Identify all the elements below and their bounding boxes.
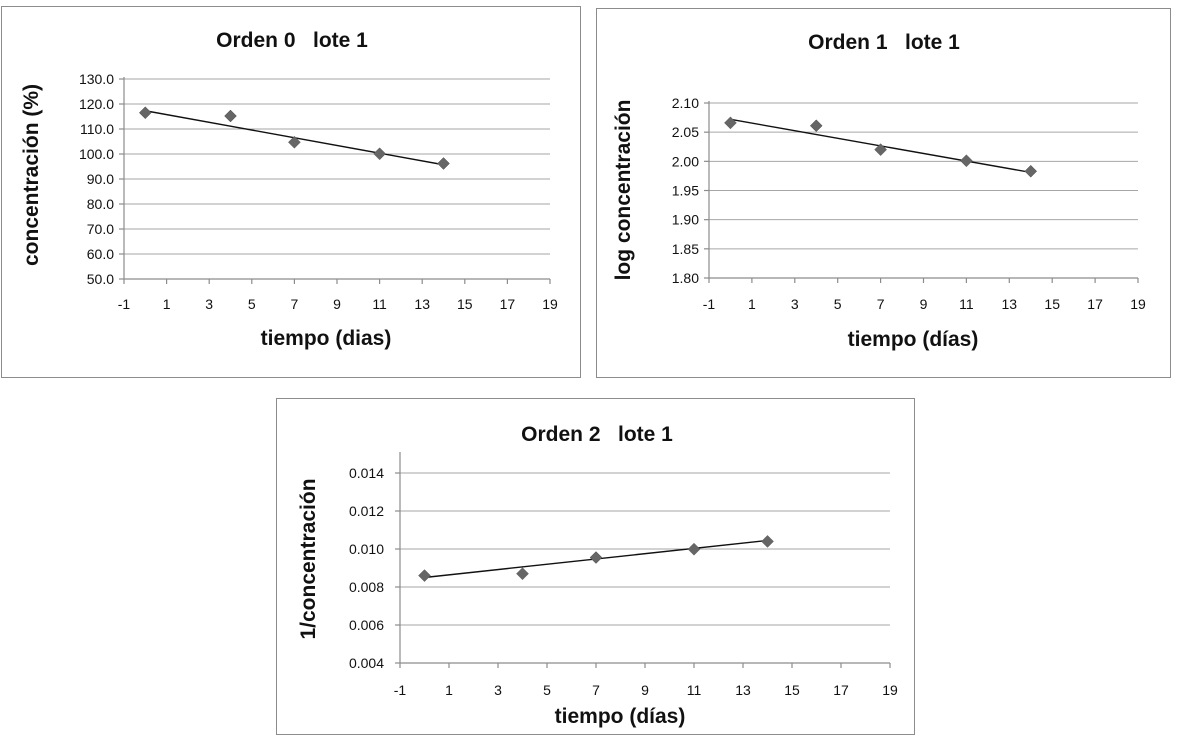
chart1-y-tick-label-3: 1.95 bbox=[672, 183, 699, 199]
chart2-data-point-2 bbox=[589, 551, 603, 564]
chart1-title: Orden 1 lote 1 bbox=[808, 31, 960, 54]
chart0-data-point-1 bbox=[224, 109, 237, 123]
chart1-x-tick-label-10: 19 bbox=[1130, 296, 1146, 312]
chart2-data-point-3 bbox=[687, 542, 701, 556]
chart0-y-axis-label: concentración (%) bbox=[20, 84, 43, 266]
chart1-y-tick-label-4: 2.00 bbox=[672, 153, 699, 169]
chart-orden-1: 1.801.851.901.952.002.052.10-1 1 3 5 7 9 11 13 1… bbox=[612, 31, 1146, 351]
chart2-title: Orden 2 lote 1 bbox=[521, 423, 673, 446]
chart1-data-point-2 bbox=[874, 143, 887, 157]
chart0-data-point-4 bbox=[437, 157, 450, 170]
chart0-x-tick-label-9: 17 bbox=[500, 296, 516, 312]
chart1-y-tick-label-1: 1.85 bbox=[672, 241, 699, 257]
chart1-y-tick-label-2: 1.90 bbox=[672, 212, 699, 228]
chart2-x-tick-label-8: 15 bbox=[784, 682, 800, 698]
chart1-y-tick-label-5: 2.05 bbox=[672, 124, 699, 140]
chart2-x-tick-label-2: 3 bbox=[494, 682, 502, 698]
chart2-y-axis-label: 1/concentración bbox=[297, 478, 320, 639]
chart0-x-tick-label-7: 13 bbox=[414, 296, 430, 312]
chart1-y-tick-label-6: 2.10 bbox=[672, 95, 699, 111]
chart2-data-point-1 bbox=[516, 567, 529, 581]
chart1-x-tick-label-5: 9 bbox=[920, 296, 928, 312]
chart0-y-tick-label-0: 50.0 bbox=[87, 271, 114, 287]
chart1-x-tick-label-9: 17 bbox=[1087, 296, 1103, 312]
chart1-x-tick-label-2: 3 bbox=[791, 296, 799, 312]
chart2-y-tick-label-1: 0.006 bbox=[349, 617, 384, 633]
chart0-x-tick-label-0: -1 bbox=[118, 296, 131, 312]
chart0-y-tick-label-1: 60.0 bbox=[87, 246, 114, 262]
chart1-x-tick-label-3: 5 bbox=[834, 296, 842, 312]
chart0-data-point-2 bbox=[288, 135, 301, 149]
chart2-y-tick-label-4: 0.012 bbox=[349, 503, 384, 519]
chart2-y-tick-label-2: 0.008 bbox=[349, 579, 384, 595]
chart1-x-tick-label-0: -1 bbox=[703, 296, 716, 312]
chart1-y-tick-label-0: 1.80 bbox=[672, 270, 699, 286]
chart0-y-tick-label-7: 120.0 bbox=[79, 96, 114, 112]
chart2-x-tick-label-10: 19 bbox=[882, 682, 898, 698]
chart2-x-tick-label-6: 11 bbox=[687, 682, 702, 698]
chart0-x-tick-label-5: 9 bbox=[333, 296, 341, 312]
chart2-x-tick-label-7: 13 bbox=[735, 682, 751, 698]
chart2-x-tick-label-4: 7 bbox=[592, 682, 600, 698]
chart2-y-tick-label-5: 0.014 bbox=[349, 465, 384, 481]
chart1-data-point-3 bbox=[960, 154, 973, 168]
chart2-data-point-0 bbox=[418, 569, 431, 582]
chart1-data-point-4 bbox=[1024, 164, 1038, 178]
chart1-x-tick-label-4: 7 bbox=[877, 296, 885, 312]
chart-orden-0: 50.0 60.0 70.0 80.0 90.0 100.0 110.0 120.0 130.0… bbox=[20, 29, 558, 350]
chart2-x-axis-label: tiempo (días) bbox=[555, 705, 686, 728]
chart2-y-tick-label-3: 0.010 bbox=[349, 541, 384, 557]
chart-panel-orden-1: 1.80 1.85 1.90 1.95 2.00 2.05 2.10 -1 1 3 5 7 9 11 13 1… bbox=[596, 8, 1171, 378]
chart0-x-tick-label-6: 11 bbox=[372, 296, 387, 312]
chart1-x-tick-label-7: 13 bbox=[1002, 296, 1018, 312]
chart0-y-tick-label-2: 70.0 bbox=[87, 221, 114, 237]
chart2-x-tick-label-9: 17 bbox=[833, 682, 849, 698]
chart0-x-axis-label: tiempo (dias) bbox=[261, 327, 392, 350]
chart0-x-tick-label-2: 3 bbox=[205, 296, 213, 312]
chart0-x-tick-label-1: 1 bbox=[163, 296, 171, 312]
chart-panel-orden-0: 50.0 60.0 70.0 80.0 90.0 100.0 110.0 120.0 130.0… bbox=[1, 6, 581, 378]
chart2-y-tick-label-0: 0.004 bbox=[349, 655, 384, 671]
chart2-x-tick-label-5: 9 bbox=[641, 682, 649, 698]
chart2-x-tick-label-1: 1 bbox=[445, 682, 453, 698]
chart0-x-tick-label-4: 7 bbox=[291, 296, 299, 312]
chart0-title: Orden 0 lote 1 bbox=[216, 29, 368, 52]
chart0-x-tick-label-8: 15 bbox=[457, 296, 473, 312]
chart1-x-tick-label-8: 15 bbox=[1044, 296, 1060, 312]
chart0-y-tick-label-3: 80.0 bbox=[87, 196, 114, 212]
chart2-x-tick-label-0: -1 bbox=[394, 682, 407, 698]
chart0-y-tick-label-5: 100.0 bbox=[79, 146, 114, 162]
chart0-y-tick-label-8: 130.0 bbox=[79, 71, 114, 87]
chart2-data-point-4 bbox=[761, 535, 774, 548]
chart1-x-tick-label-1: 1 bbox=[748, 296, 756, 312]
chart1-y-axis-label: log concentración bbox=[612, 100, 635, 281]
chart-panel-orden-2: 0.004 0.006 0.008 0.010 0.012 0.014 -1 1 3 5 7 9 11 1… bbox=[276, 398, 915, 735]
chart1-x-tick-label-6: 11 bbox=[959, 296, 974, 312]
chart1-data-point-1 bbox=[809, 119, 823, 133]
chart0-x-tick-label-3: 5 bbox=[248, 296, 256, 312]
chart0-y-tick-label-6: 110.0 bbox=[80, 121, 114, 137]
chart1-x-axis-label: tiempo (días) bbox=[848, 328, 979, 351]
chart0-data-point-0 bbox=[138, 106, 152, 120]
chart0-x-tick-label-10: 19 bbox=[542, 296, 558, 312]
chart0-y-tick-label-4: 90.0 bbox=[87, 171, 114, 187]
chart2-x-tick-label-3: 5 bbox=[543, 682, 551, 698]
chart1-data-point-0 bbox=[724, 116, 737, 130]
chart0-data-point-3 bbox=[373, 147, 386, 161]
